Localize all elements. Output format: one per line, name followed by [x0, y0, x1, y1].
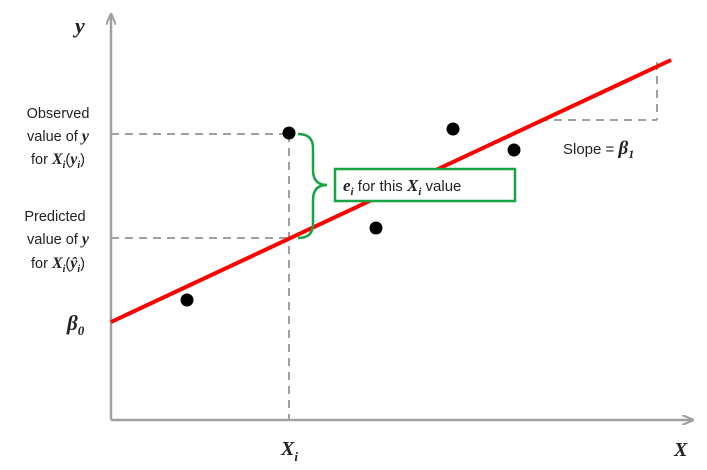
slope-label: Slope = β1 — [563, 138, 634, 161]
x-axis-label: X — [673, 439, 688, 461]
predicted-label-line2: value of y — [27, 231, 90, 248]
data-point — [180, 293, 194, 307]
observed-label-line1: Observed — [27, 106, 90, 122]
observed-label-line2: value of y — [27, 128, 90, 145]
data-point — [446, 122, 460, 136]
residual-box — [333, 167, 517, 203]
data-point-observed — [282, 126, 296, 140]
residual-box-label: ei for this Xi value — [343, 176, 461, 198]
guide-lines — [111, 62, 658, 420]
observed-label-line3: for Xi(yi) — [31, 151, 85, 171]
data-point — [369, 221, 383, 235]
observed-value-label: Observed value of y for Xi(yi) — [27, 106, 90, 171]
predicted-label-line3: for Xi(ŷi) — [31, 255, 85, 275]
intercept-label: β0 — [66, 311, 85, 338]
residual-brace — [297, 132, 328, 240]
data-point — [507, 143, 521, 157]
predicted-value-label: Predicted value of y for Xi(ŷi) — [24, 209, 89, 275]
predicted-label-line1: Predicted — [24, 209, 85, 225]
xi-tick-label: Xi — [280, 438, 298, 464]
y-axis-label: y — [72, 13, 85, 38]
